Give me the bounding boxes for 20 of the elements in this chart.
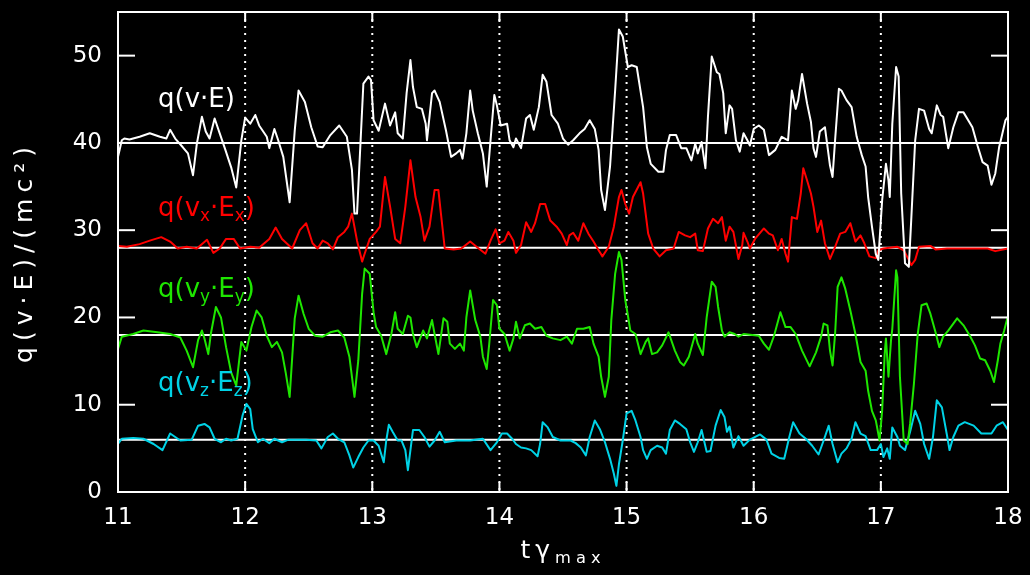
x-tick-label: 12 xyxy=(230,502,260,529)
y-tick-label: 50 xyxy=(72,40,102,67)
y-tick-label: 40 xyxy=(72,127,102,154)
x-tick-label: 13 xyxy=(357,502,387,529)
series-label: q(v$_{z}$·E$_{z}$) xyxy=(158,366,253,400)
x-tick-label: 11 xyxy=(103,502,133,529)
series-label: q(v·E) xyxy=(158,82,235,113)
y-tick-label: 30 xyxy=(72,215,102,242)
y-axis-title: q(v·E)/(mc²) xyxy=(9,141,39,363)
x-tick-label: 16 xyxy=(739,502,769,529)
y-tick-label: 20 xyxy=(72,302,102,329)
x-tick-label: 17 xyxy=(866,502,896,529)
series-label: q(v$_{y}$·E$_{y}$) xyxy=(158,272,255,307)
x-tick-label: 15 xyxy=(611,502,642,529)
y-tick-label: 10 xyxy=(72,389,102,416)
x-tick-label: 14 xyxy=(484,502,515,529)
x-tick-label: 18 xyxy=(993,502,1023,529)
x-axis-title: tγ$_{max}$ xyxy=(520,535,606,567)
series-label: q(v$_{x}$·E$_{x}$) xyxy=(158,192,255,226)
y-tick-label: 0 xyxy=(87,476,102,503)
